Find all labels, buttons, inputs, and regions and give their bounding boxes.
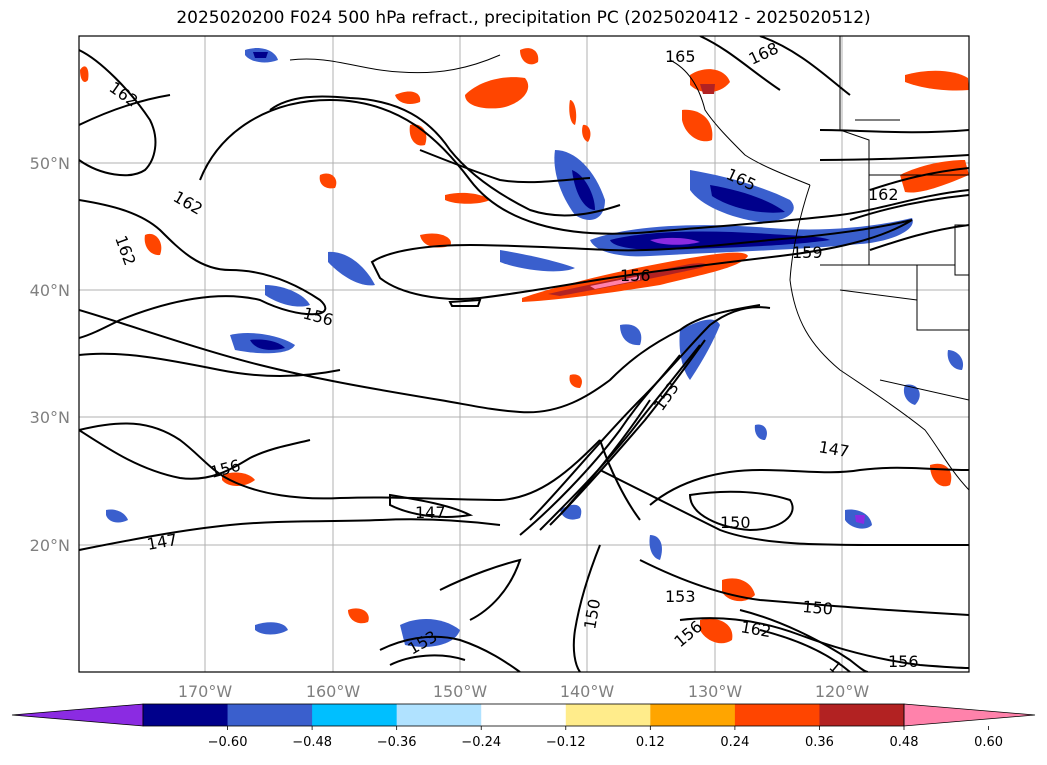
lon-label: 150°W xyxy=(433,682,488,701)
colorbar: −0.60 −0.48 −0.36 −0.24 −0.12 0.12 0.24 0.36 0.4… xyxy=(11,703,1036,750)
colorbar-tick-label: −0.48 xyxy=(292,735,332,750)
colorbar-segment xyxy=(565,704,651,726)
lon-label: 140°W xyxy=(560,682,615,701)
colorbar-tick-label: 0.24 xyxy=(720,735,749,750)
colorbar-segment xyxy=(143,704,229,726)
contour-label: 156 xyxy=(888,652,919,671)
contour-label: 165 xyxy=(665,47,696,66)
colorbar-segment xyxy=(312,704,398,726)
colorbar-segment xyxy=(734,704,820,726)
lon-label: 160°W xyxy=(306,682,361,701)
colorbar-tick-label: 0.48 xyxy=(890,735,919,750)
colorbar-extend-max xyxy=(903,703,1036,727)
colorbar-border xyxy=(142,703,905,727)
contour-label: 150 xyxy=(802,597,834,619)
contour-lines xyxy=(79,36,969,672)
colorbar-tick-label: 0.12 xyxy=(636,735,665,750)
colorbar-tick-label: −0.36 xyxy=(377,735,417,750)
longitude-labels: 170°W 160°W 150°W 140°W 130°W 120°W xyxy=(178,682,870,701)
map-area xyxy=(79,36,969,672)
precip-anomaly-fill xyxy=(80,48,969,647)
contour-label: 153 xyxy=(665,587,696,606)
contour-label: 162 xyxy=(868,185,899,204)
lat-label: 50°N xyxy=(30,154,70,173)
colorbar-tick-label: 0.36 xyxy=(805,735,834,750)
colorbar-tick-label: −0.60 xyxy=(208,735,248,750)
coastlines xyxy=(289,36,969,491)
colorbar-tick-label: 0.60 xyxy=(974,735,1003,750)
lon-label: 120°W xyxy=(815,682,870,701)
lon-label: 170°W xyxy=(178,682,233,701)
latitude-labels: 50°N 40°N 30°N 20°N xyxy=(30,154,70,555)
colorbar-segment xyxy=(227,704,313,726)
colorbar-segment xyxy=(396,704,482,726)
colorbar-tick-label: −0.24 xyxy=(461,735,501,750)
lat-label: 40°N xyxy=(30,281,70,300)
map-border xyxy=(78,35,970,673)
contour-label: 150 xyxy=(720,513,751,532)
colorbar-extend-min xyxy=(11,703,144,727)
colorbar-segment xyxy=(481,704,567,726)
contour-label: 147 xyxy=(415,503,446,522)
contour-label: 159 xyxy=(792,243,823,262)
lat-label: 20°N xyxy=(30,536,70,555)
colorbar-tick-label: −0.12 xyxy=(546,735,586,750)
contour-label: 156 xyxy=(620,266,651,285)
map-title: 2025020200 F024 500 hPa refract., precip… xyxy=(176,8,871,28)
colorbar-segment xyxy=(650,704,736,726)
lon-label: 130°W xyxy=(688,682,743,701)
lat-label: 30°N xyxy=(30,408,70,427)
colorbar-segment xyxy=(819,704,905,726)
